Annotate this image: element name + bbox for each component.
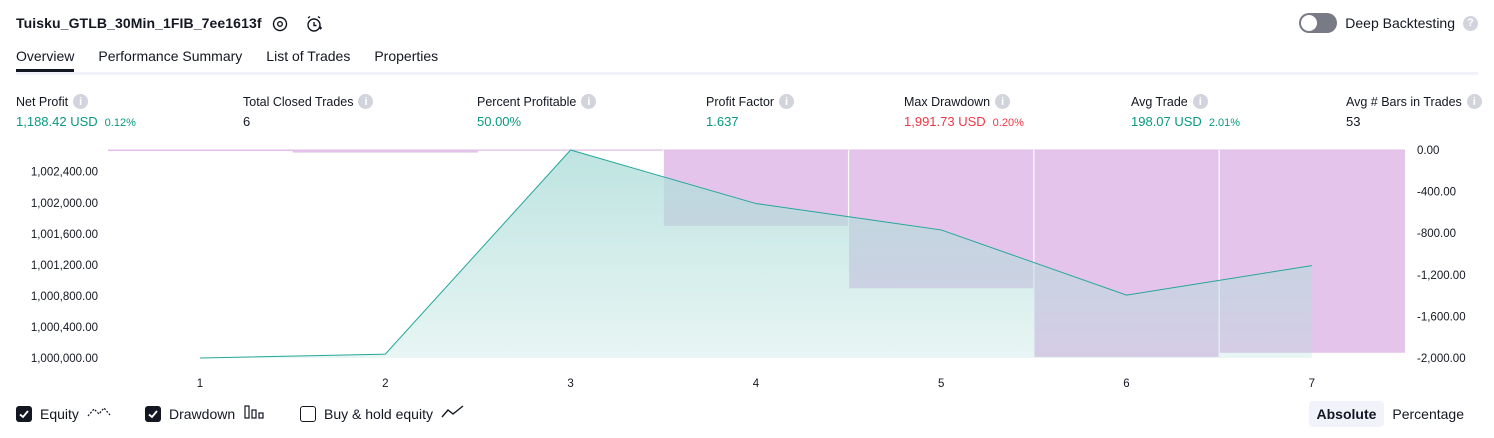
right-axis-tick-label: 0.00 xyxy=(1417,145,1439,157)
percentage-button[interactable]: Percentage xyxy=(1392,406,1464,422)
buy-hold-checkbox[interactable] xyxy=(300,405,316,422)
equity-line xyxy=(199,149,1312,359)
metric-percent: 0.12% xyxy=(104,117,136,129)
right-axis-tick-label: -1,200.00 xyxy=(1417,270,1466,282)
right-axis-tick-label: -400.00 xyxy=(1417,187,1456,199)
x-axis-tick-label: 7 xyxy=(1309,378,1315,390)
metric-avg-trade: Avg Trade i 198.07 USD 2.01% xyxy=(1131,94,1240,129)
metric-label: Net Profit xyxy=(16,94,69,109)
equity-line-icon xyxy=(87,404,111,423)
metric-label: Max Drawdown xyxy=(904,94,991,109)
left-axis-tick-label: 1,000,800.00 xyxy=(31,291,98,303)
right-axis-tick-label: -1,600.00 xyxy=(1417,311,1466,323)
x-axis-tick-label: 4 xyxy=(753,378,760,390)
drawdown-checkbox[interactable] xyxy=(145,405,161,422)
alarm-icon[interactable] xyxy=(303,13,325,35)
left-axis-tick-label: 1,000,000.00 xyxy=(31,353,98,365)
deep-backtesting-toggle[interactable] xyxy=(1299,13,1338,33)
left-axis-tick-label: 1,002,400.00 xyxy=(31,167,98,179)
metric-percent: 0.20% xyxy=(992,117,1024,129)
metric-label: Total Closed Trades xyxy=(243,94,354,109)
left-axis-tick-label: 1,001,600.00 xyxy=(31,229,98,241)
x-axis: 1 2 3 4 5 6 7 xyxy=(197,378,1315,390)
x-axis-tick-label: 1 xyxy=(197,378,203,390)
info-icon[interactable]: i xyxy=(779,94,795,109)
equity-series xyxy=(199,149,1312,359)
settings-icon[interactable] xyxy=(269,13,291,35)
tab-overview[interactable]: Overview xyxy=(16,48,75,72)
metric-percent: 2.01% xyxy=(1208,117,1241,129)
metric-label: Avg Trade xyxy=(1131,94,1188,109)
legend-label: Equity xyxy=(40,405,79,422)
metric-total-closed-trades: Total Closed Trades i 6 xyxy=(243,94,374,129)
metric-max-drawdown: Max Drawdown i 1,991.73 USD 0.20% xyxy=(904,94,1024,129)
metric-label: Avg # Bars in Trades xyxy=(1346,94,1462,109)
metric-profit-factor: Profit Factor i 1.637 xyxy=(706,94,795,129)
left-axis-tick-label: 1,002,000.00 xyxy=(31,198,98,210)
deep-backtesting-control: Deep Backtesting ? xyxy=(1299,13,1478,33)
info-icon[interactable]: i xyxy=(358,94,374,109)
metric-label: Percent Profitable xyxy=(477,94,577,109)
legend-label: Drawdown xyxy=(169,405,236,422)
scale-toggle: Absolute Percentage xyxy=(1308,401,1473,427)
drawdown-bar xyxy=(108,150,293,152)
right-axis-tick-label: -2,000.00 xyxy=(1417,353,1466,365)
metric-label: Profit Factor xyxy=(706,94,775,109)
metric-value: 1,188.42 USD xyxy=(16,114,98,129)
left-axis-tick-label: 1,001,200.00 xyxy=(31,260,98,272)
metric-net-profit: Net Profit i 1,188.42 USD 0.12% xyxy=(16,94,136,129)
metric-value: 6 xyxy=(243,114,251,129)
drawdown-bars-icon xyxy=(243,404,265,423)
toggle-knob xyxy=(1301,15,1318,31)
legend-buy-hold-equity[interactable]: Buy & hold equity xyxy=(300,404,465,423)
help-icon[interactable]: ? xyxy=(1463,15,1478,31)
strategy-title: Tuisku_GTLB_30Min_1FIB_7ee1613f xyxy=(16,15,262,31)
tab-properties[interactable]: Properties xyxy=(374,48,439,64)
right-axis: 0.00 -400.00 -800.00 -1,200.00 -1,600.00 -2,0… xyxy=(1417,145,1466,365)
legend-equity[interactable]: Equity xyxy=(16,404,111,423)
metric-avg-bars-in-trades: Avg # Bars in Trades i 53 xyxy=(1346,94,1482,129)
info-icon[interactable]: i xyxy=(73,94,89,109)
equity-area xyxy=(200,150,1312,358)
equity-drawdown-chart[interactable]: 1,000,000.00 1,000,400.00 1,000,800.00 1,00… xyxy=(0,140,1494,395)
metric-value: 50.00% xyxy=(477,114,522,129)
tab-performance-summary[interactable]: Performance Summary xyxy=(98,48,243,64)
tab-bar: Overview Performance Summary List of Tra… xyxy=(16,48,438,72)
tab-divider xyxy=(16,72,1478,75)
metric-value: 1,991.73 USD xyxy=(904,114,986,129)
metric-value: 1.637 xyxy=(706,114,739,129)
legend-drawdown[interactable]: Drawdown xyxy=(145,404,265,423)
info-icon[interactable]: i xyxy=(581,94,597,109)
metric-value: 198.07 USD xyxy=(1131,114,1202,129)
deep-backtesting-label: Deep Backtesting xyxy=(1345,15,1455,31)
legend-label: Buy & hold equity xyxy=(324,405,433,422)
x-axis-tick-label: 3 xyxy=(567,378,573,390)
right-axis-tick-label: -800.00 xyxy=(1417,228,1456,240)
x-axis-tick-label: 5 xyxy=(938,378,944,390)
absolute-button[interactable]: Absolute xyxy=(1308,401,1385,427)
metric-percent-profitable: Percent Profitable i 50.00% xyxy=(477,94,597,129)
info-icon[interactable]: i xyxy=(1192,94,1208,109)
x-axis-tick-label: 2 xyxy=(382,378,388,390)
equity-checkbox[interactable] xyxy=(16,405,32,422)
tab-list-of-trades[interactable]: List of Trades xyxy=(266,48,351,64)
info-icon[interactable]: i xyxy=(995,94,1011,109)
drawdown-bar xyxy=(292,150,478,153)
left-axis: 1,000,000.00 1,000,400.00 1,000,800.00 1,00… xyxy=(31,167,98,365)
buy-hold-line-icon xyxy=(441,404,465,423)
info-icon[interactable]: i xyxy=(1466,94,1482,109)
left-axis-tick-label: 1,000,400.00 xyxy=(31,322,98,334)
metric-value: 53 xyxy=(1346,114,1361,129)
x-axis-tick-label: 6 xyxy=(1123,378,1129,390)
